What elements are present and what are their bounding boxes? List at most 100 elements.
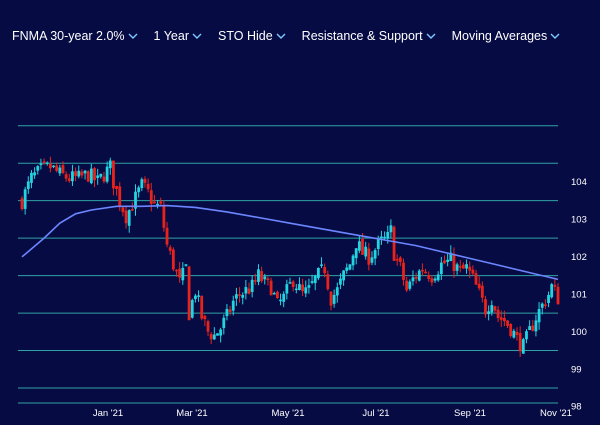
candle-body xyxy=(339,278,342,285)
candle-body xyxy=(455,264,459,271)
candle-body xyxy=(159,201,163,204)
x-tick-label: Mar '21 xyxy=(176,408,207,419)
candlestick xyxy=(462,262,465,269)
candlestick xyxy=(279,293,282,306)
candlestick xyxy=(175,269,178,277)
candle-body xyxy=(408,281,412,289)
candlestick xyxy=(521,337,525,354)
candlestick xyxy=(540,302,544,315)
candlestick xyxy=(291,279,295,292)
candlestick xyxy=(512,328,516,339)
candlestick xyxy=(253,273,257,285)
candlestick xyxy=(509,323,513,338)
candle-body xyxy=(23,189,27,209)
candlestick xyxy=(96,168,100,185)
candle-body xyxy=(376,239,380,250)
candle-body xyxy=(58,167,62,174)
chevron-down-icon xyxy=(276,33,286,39)
candlestick xyxy=(395,254,399,266)
candlestick xyxy=(480,281,484,303)
candle-body xyxy=(515,331,519,335)
candle-body xyxy=(178,268,182,278)
candle-body xyxy=(326,274,330,290)
candlestick xyxy=(326,270,330,291)
candle-body xyxy=(493,306,497,311)
candle-body xyxy=(137,187,141,193)
candle-body xyxy=(203,315,207,320)
candlestick xyxy=(137,185,141,198)
candlestick xyxy=(187,265,191,321)
candle-body xyxy=(241,294,245,298)
candle-body xyxy=(272,292,276,295)
candle-body xyxy=(389,225,393,233)
candle-body xyxy=(503,317,506,322)
candlestick xyxy=(389,219,393,239)
candlestick xyxy=(531,319,535,332)
candle-body xyxy=(301,284,305,292)
candle-body xyxy=(380,236,383,239)
candle-body xyxy=(282,293,286,302)
candlestick xyxy=(102,171,106,184)
candlestick xyxy=(36,165,40,175)
candle-body xyxy=(446,259,450,262)
candlestick xyxy=(534,314,538,337)
candlestick xyxy=(496,306,500,323)
candlestick xyxy=(320,257,323,268)
candle-body xyxy=(357,241,361,251)
candlestick xyxy=(446,253,450,267)
candlestick xyxy=(282,291,286,308)
candlestick xyxy=(263,273,267,285)
candlestick xyxy=(149,182,153,212)
candle-body xyxy=(509,324,513,337)
candlestick xyxy=(121,205,125,217)
candlestick xyxy=(171,247,175,272)
candlestick xyxy=(48,156,52,173)
candlestick xyxy=(181,262,185,285)
instrument-dropdown[interactable]: FNMA 30-year 2.0% xyxy=(12,29,138,43)
candle-body xyxy=(490,305,494,313)
candlestick xyxy=(405,276,409,293)
candlestick xyxy=(153,194,156,204)
candle-body xyxy=(263,276,267,280)
candle-body xyxy=(421,269,424,272)
candlestick xyxy=(373,248,377,266)
candlestick xyxy=(67,173,71,183)
candlestick xyxy=(537,302,541,330)
candlestick xyxy=(112,160,115,196)
candle-body xyxy=(424,271,427,274)
candle-body xyxy=(528,326,532,330)
candle-body xyxy=(93,168,96,181)
candlestick xyxy=(124,205,128,229)
candle-body xyxy=(525,331,528,340)
candlestick xyxy=(417,269,421,282)
candlestick xyxy=(194,293,197,303)
candle-body xyxy=(80,171,84,176)
candle-body xyxy=(99,173,103,177)
candle-body xyxy=(153,201,156,204)
candlestick xyxy=(61,161,65,175)
candle-body xyxy=(216,333,219,336)
candle-body xyxy=(332,294,336,304)
candle-body xyxy=(335,287,339,296)
resistance-support-dropdown[interactable]: Resistance & Support xyxy=(302,29,436,43)
candlestick xyxy=(168,245,172,255)
candle-body xyxy=(288,282,292,284)
candle-body xyxy=(285,284,289,294)
timeframe-dropdown[interactable]: 1 Year xyxy=(154,29,202,43)
candle-body xyxy=(474,273,478,285)
x-axis-labels: Jan '21 Mar '21 May '21 Jul '21 Sep '21 Nov '… xyxy=(93,408,572,419)
chevron-down-icon xyxy=(192,33,202,39)
candle-body xyxy=(465,264,468,269)
candlestick xyxy=(348,263,352,271)
candlestick xyxy=(115,185,118,196)
candlestick xyxy=(165,222,169,248)
candle-body xyxy=(33,172,37,176)
timeframe-dropdown-label: 1 Year xyxy=(153,29,190,43)
candlestick xyxy=(307,278,311,294)
chevron-down-icon xyxy=(128,33,138,39)
candlestick xyxy=(272,291,276,295)
stochastic-dropdown[interactable]: STO Hide xyxy=(218,29,286,43)
moving-averages-dropdown[interactable]: Moving Averages xyxy=(452,29,561,43)
candlestick xyxy=(518,326,522,357)
